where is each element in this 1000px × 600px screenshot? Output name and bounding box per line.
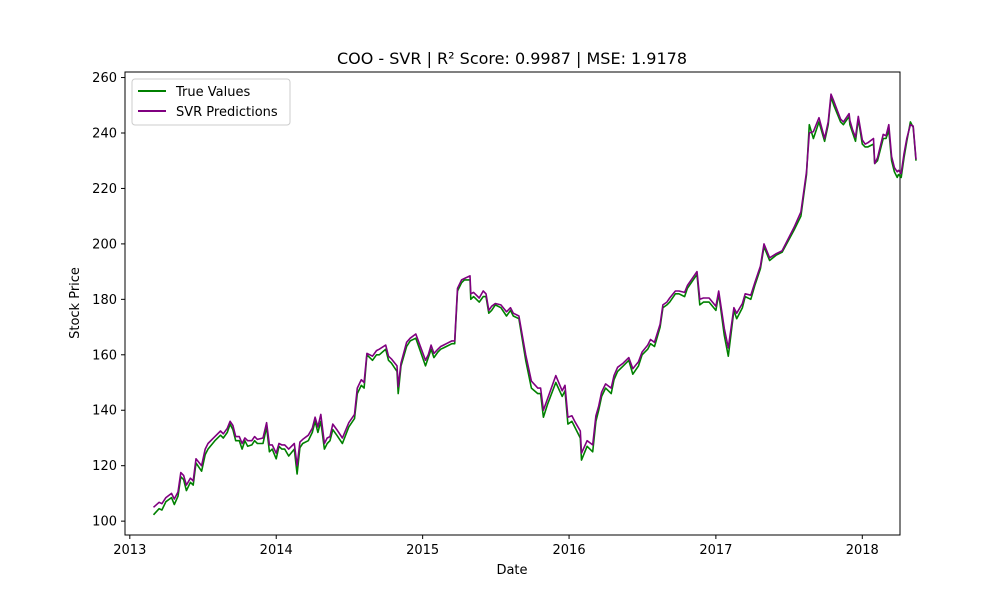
y-tick-label: 140 [92, 404, 117, 419]
y-tick-label: 260 [92, 71, 117, 86]
y-tick-label: 120 [92, 459, 117, 474]
y-tick-label: 160 [92, 348, 117, 363]
y-tick-label: 220 [92, 182, 117, 197]
legend: True Values SVR Predictions [131, 78, 291, 126]
x-tick-label: 2014 [260, 543, 293, 558]
x-tick-label: 2018 [846, 543, 879, 558]
x-axis-label: Date [496, 563, 527, 578]
legend-box [131, 78, 291, 126]
y-axis-label: Stock Price [68, 267, 83, 339]
axes-frame [124, 71, 901, 536]
series-line-true-values [152, 96, 917, 516]
legend-label-true-values: True Values [175, 85, 250, 100]
x-tick-label: 2017 [699, 543, 732, 558]
y-tick-label: 200 [92, 237, 117, 252]
x-axis: 2013 2014 2015 2016 2017 2018 [113, 535, 879, 558]
y-axis: 100 120 140 160 180 200 220 240 260 [92, 71, 125, 530]
legend-label-svr-predictions: SVR Predictions [176, 105, 278, 120]
plot-area: 2013 2014 2015 2016 2017 2018 100 120 140 160 180… [92, 71, 917, 558]
y-tick-label: 180 [92, 293, 117, 308]
chart-title: COO - SVR | R² Score: 0.9987 | MSE: 1.91… [337, 49, 687, 68]
x-tick-label: 2015 [406, 543, 439, 558]
series-lines [152, 93, 917, 516]
x-tick-label: 2016 [553, 543, 586, 558]
y-tick-label: 240 [92, 126, 117, 141]
series-line-svr-predictions [152, 93, 917, 508]
y-tick-label: 100 [92, 515, 117, 530]
x-tick-label: 2013 [113, 543, 146, 558]
